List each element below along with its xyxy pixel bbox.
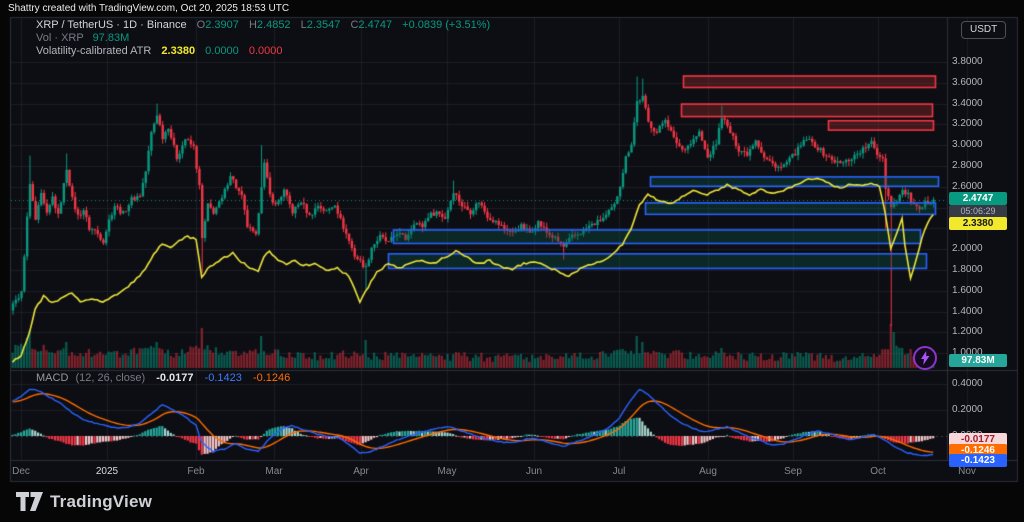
- tradingview-mark-icon: [16, 492, 43, 511]
- time-axis-label: Jun: [525, 466, 543, 477]
- volume-value: 97.83M: [92, 32, 130, 44]
- time-axis-label: Apr: [353, 466, 369, 477]
- atr-value-3: 0.0000: [248, 45, 283, 57]
- change-value: +0.0839 (+3.51%): [402, 19, 491, 31]
- low-key: L: [300, 19, 307, 31]
- tradingview-logo[interactable]: TradingView: [16, 492, 152, 512]
- macd-signal-badge: -0.1246: [949, 444, 1007, 457]
- price-axis-tick: 2.6000: [952, 181, 983, 192]
- price-axis-tick: 0.4000: [952, 378, 983, 389]
- price-axis-tick: 1.8000: [952, 264, 983, 275]
- open-value: 2.3907: [205, 19, 239, 31]
- symbol-legend-row[interactable]: XRP / TetherUS · 1D · Binance O2.3907 H2…: [36, 19, 490, 31]
- atr-value: 2.3380: [161, 45, 196, 57]
- high-key: H: [248, 19, 257, 31]
- volume-label: Vol · XRP: [36, 32, 84, 44]
- time-axis-label: Feb: [187, 466, 205, 477]
- macd-params: (12, 26, close): [75, 372, 146, 384]
- time-axis-label: Dec: [12, 466, 30, 477]
- macd-signal-value: -0.1246: [252, 372, 291, 384]
- time-axis-label: Oct: [870, 466, 886, 477]
- time-axis-label: Aug: [699, 466, 717, 477]
- time-axis-label: 2025: [95, 466, 119, 477]
- high-value: 2.4852: [256, 19, 291, 31]
- price-axis-tick: 1.0000: [952, 347, 983, 358]
- price-axis-tick: 1.4000: [952, 306, 983, 317]
- time-axis-label: May: [437, 466, 457, 477]
- price-axis-tick: 1.6000: [952, 285, 983, 296]
- time-axis-label: Nov: [958, 466, 976, 477]
- price-axis-tick: 2.8000: [952, 160, 983, 171]
- macd-line-value: -0.1423: [204, 372, 242, 384]
- volume-value-badge: 97.83M: [949, 354, 1007, 367]
- price-axis-tick: 0.2000: [952, 404, 983, 415]
- last-price-badge: 2.4747: [949, 192, 1007, 205]
- price-axis-tick: 2.0000: [952, 243, 983, 254]
- close-value: 2.4747: [358, 19, 393, 31]
- volume-legend-row[interactable]: Vol · XRP 97.83M: [36, 32, 129, 44]
- price-axis-tick: 3.0000: [952, 139, 983, 150]
- time-axis-label: Sep: [784, 466, 802, 477]
- atr-legend-row[interactable]: Volatility-calibrated ATR 2.3380 0.0000 …: [36, 45, 283, 57]
- symbol-title: XRP / TetherUS · 1D · Binance: [36, 19, 187, 31]
- atr-value-2: 0.0000: [205, 45, 239, 57]
- boost-button[interactable]: [913, 346, 937, 370]
- time-axis-label: Jul: [612, 466, 626, 477]
- atr-label: Volatility-calibrated ATR: [36, 45, 152, 57]
- price-axis-tick: 3.6000: [952, 77, 983, 88]
- macd-hist-value: -0.0177: [156, 372, 194, 384]
- price-axis-tick: 1.2000: [952, 326, 983, 337]
- close-key: C: [350, 19, 359, 31]
- currency-unit-button[interactable]: USDT: [961, 21, 1007, 39]
- macd-title: MACD: [36, 372, 69, 384]
- macd-histogram-badge: -0.0177: [949, 433, 1007, 446]
- open-key: O: [196, 19, 206, 31]
- macd-legend-row[interactable]: MACD (12, 26, close) -0.0177 -0.1423 -0.…: [36, 372, 290, 384]
- lightning-icon: [921, 351, 930, 365]
- time-axis-label: Mar: [265, 466, 283, 477]
- attribution-text: Shattry created with TradingView.com, Oc…: [8, 3, 290, 14]
- price-axis-tick: 3.2000: [952, 118, 983, 129]
- bar-countdown-badge: 05:06:29: [949, 205, 1007, 218]
- macd-line-badge: -0.1423: [949, 454, 1007, 467]
- price-axis-tick: 3.8000: [952, 56, 983, 67]
- tradingview-wordmark: TradingView: [50, 492, 153, 511]
- atr-value-badge: 2.3380: [949, 217, 1007, 230]
- price-axis-tick: 3.4000: [952, 98, 983, 109]
- low-value: 2.3547: [306, 19, 341, 31]
